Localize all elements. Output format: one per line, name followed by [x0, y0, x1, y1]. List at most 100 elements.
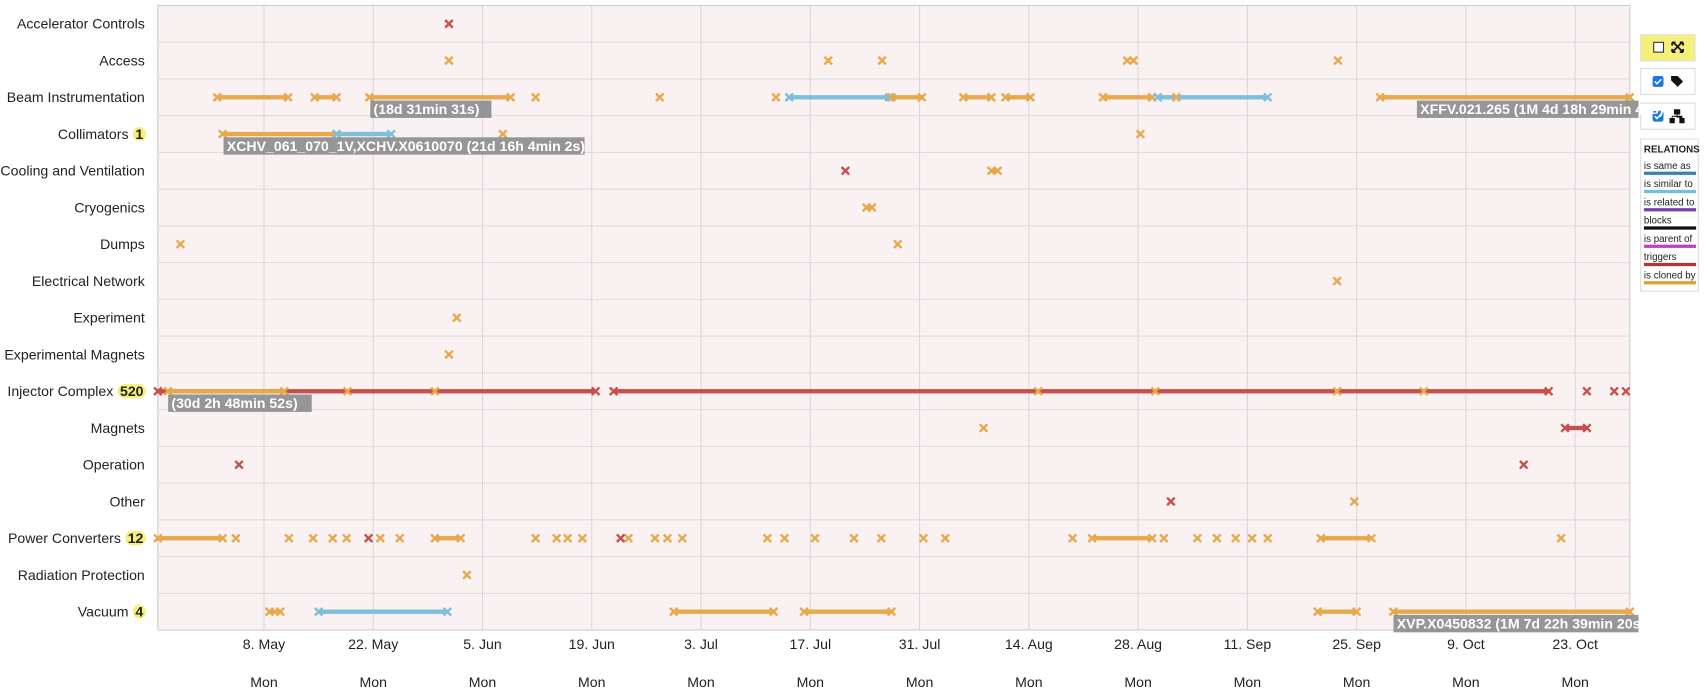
x-tick-label: 11. Sep: [1224, 636, 1272, 652]
event-marker: [940, 533, 950, 543]
event-marker: [217, 533, 228, 543]
event-marker: [456, 533, 466, 543]
event-marker: [153, 386, 163, 396]
cross: [1128, 55, 1139, 66]
event-marker: [1582, 386, 1592, 396]
annotation: (30d 2h 48min 52s): [171, 395, 297, 411]
cross: [1625, 607, 1635, 617]
event-marker: [1171, 92, 1182, 102]
event-marker: [1544, 386, 1554, 396]
event-marker: [308, 533, 318, 543]
cross: [462, 570, 472, 580]
event-marker: [867, 202, 877, 213]
event-marker: [1231, 533, 1241, 543]
expand-icon: [1671, 41, 1684, 54]
legend-label: triggers: [1644, 252, 1677, 263]
event-marker: [623, 533, 634, 543]
event-marker: [1263, 533, 1273, 543]
x-tick-label: 25. Sep: [1332, 636, 1381, 652]
event-marker: [1332, 276, 1342, 286]
cross: [677, 533, 687, 543]
tree-button[interactable]: [1640, 102, 1696, 130]
event-marker: [784, 92, 794, 102]
cross: [444, 19, 454, 29]
cross: [1352, 607, 1362, 617]
legend-label: is same as: [1644, 161, 1691, 172]
legend-swatch: [1643, 189, 1697, 194]
cross: [1192, 533, 1203, 543]
cross: [799, 607, 809, 617]
event-marker: [363, 533, 374, 543]
event-span: [991, 168, 998, 173]
event-marker: [1316, 533, 1326, 543]
cross: [1000, 92, 1011, 102]
cross: [1544, 386, 1554, 396]
event-marker: [310, 92, 320, 102]
event-marker: [1135, 129, 1146, 139]
cross: [1166, 496, 1176, 507]
annotation-box: [223, 137, 585, 155]
x-tick-label: 3. Jul: [684, 636, 718, 652]
cross: [308, 533, 318, 543]
cross: [1519, 460, 1529, 470]
event-marker: [1352, 607, 1362, 617]
fit-button[interactable]: [1640, 34, 1696, 62]
event-marker: [650, 533, 660, 543]
cross: [153, 386, 163, 396]
event-span: [891, 95, 922, 100]
cross: [386, 129, 396, 139]
x-tick-label: 28. Aug: [1114, 636, 1162, 652]
cross: [918, 533, 929, 543]
event-marker: [444, 55, 454, 66]
event-marker: [530, 92, 541, 102]
cross: [1332, 386, 1342, 396]
event-marker: [1519, 460, 1529, 470]
x-tick-label: 19. Jun: [569, 636, 615, 652]
event-marker: [1609, 386, 1619, 396]
event-marker: [1625, 92, 1635, 102]
cross: [608, 386, 619, 396]
cross: [331, 129, 342, 139]
event-marker: [331, 92, 342, 102]
event-marker: [444, 19, 454, 29]
event-marker: [1263, 92, 1273, 102]
event-marker: [552, 533, 562, 543]
cross: [1388, 607, 1398, 617]
row-label: Electrical Network: [32, 273, 146, 289]
cross: [992, 166, 1003, 176]
event-marker: [217, 129, 228, 139]
annotation: XVP.X0450832 (1M 7d 22h 39min 20s): [1397, 615, 1645, 631]
event-marker: [163, 386, 173, 396]
event-marker: [1366, 533, 1377, 543]
event-marker: [175, 239, 186, 249]
cross: [771, 92, 781, 102]
x-sublabel: Mon: [1015, 674, 1042, 690]
checkbox[interactable]: [1653, 41, 1665, 53]
event-marker: [823, 55, 833, 66]
event-marker: [876, 533, 886, 543]
event-marker: [1128, 55, 1139, 66]
cross: [849, 533, 859, 543]
event-marker: [1582, 423, 1592, 433]
event-marker: [1150, 386, 1160, 396]
event-marker: [153, 533, 163, 543]
cross: [1556, 533, 1566, 543]
event-span: [1317, 609, 1357, 614]
cross: [430, 533, 440, 543]
event-marker: [364, 92, 374, 102]
tags-button[interactable]: [1640, 67, 1696, 96]
cross: [877, 55, 887, 66]
event-marker: [1087, 533, 1097, 543]
cross: [867, 202, 877, 213]
legend-title: RELATIONS: [1644, 144, 1700, 155]
cross: [444, 349, 454, 360]
event-marker: [342, 386, 353, 396]
event-span: [157, 389, 596, 394]
event-span: [789, 95, 890, 100]
event-span: [369, 95, 511, 100]
event-marker: [395, 533, 405, 543]
cross: [1135, 129, 1146, 139]
cross: [442, 607, 453, 617]
cross: [1159, 533, 1169, 543]
count-badge: [132, 604, 146, 619]
